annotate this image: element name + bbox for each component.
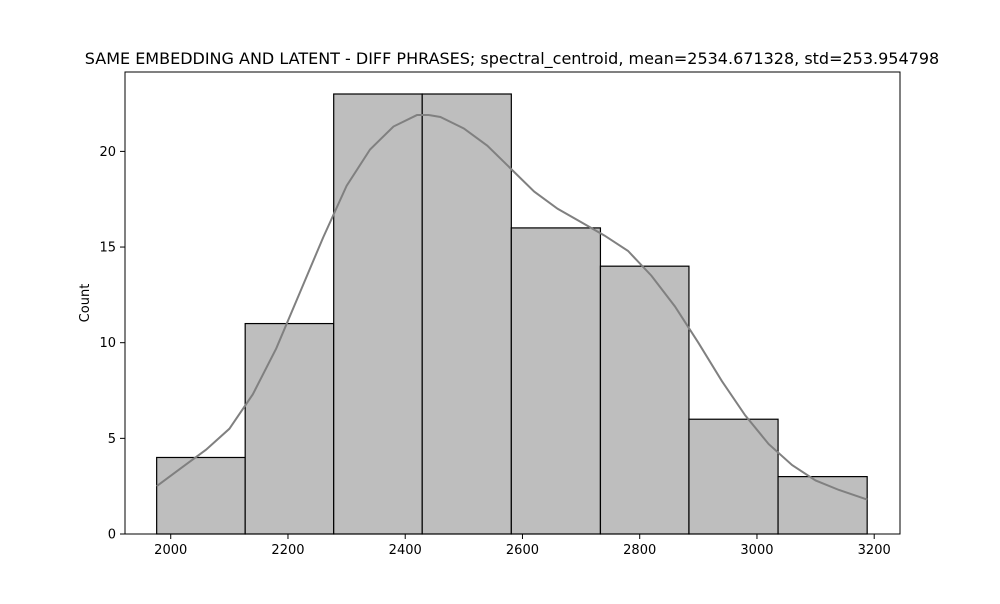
y-tick-label: 0: [108, 528, 116, 543]
y-tick-label: 20: [99, 145, 116, 160]
y-tick-label: 10: [99, 336, 116, 351]
plot-frame: [124, 71, 901, 535]
y-tick-label: 15: [99, 241, 116, 256]
y-tick-label: 5: [108, 432, 116, 447]
histogram-bar-7: [688, 418, 779, 535]
x-tick-label: 2600: [506, 543, 539, 558]
histogram-bars: [156, 93, 868, 535]
histogram-bar-1: [156, 456, 246, 535]
histogram-bar-4: [421, 93, 512, 535]
histogram-bar-8: [777, 476, 868, 535]
x-tick-label: 2200: [271, 543, 304, 558]
y-axis-ticks: 0 5 10 15 20: [99, 145, 125, 543]
y-axis-label: Count: [78, 284, 93, 323]
x-tick-label: 2000: [154, 543, 187, 558]
chart-title: SAME EMBEDDING AND LATENT - DIFF PHRASES…: [85, 49, 939, 69]
x-tick-label: 2400: [389, 543, 422, 558]
x-tick-label: 2800: [623, 543, 656, 558]
x-axis-ticks: 2000 2200 2400 2600 2800 3000 3200: [154, 534, 891, 558]
histogram-bar-3: [333, 93, 423, 535]
x-tick-label: 3200: [858, 543, 891, 558]
histogram-bar-2: [244, 322, 335, 535]
x-tick-label: 3000: [740, 543, 773, 558]
histogram-bar-5: [510, 227, 602, 535]
kde-curve: [156, 114, 868, 501]
